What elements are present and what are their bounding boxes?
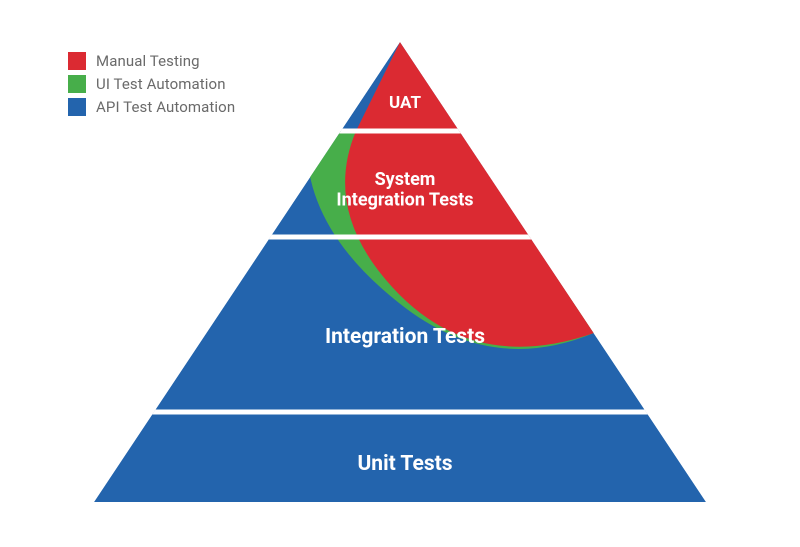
tier-label-uat: UAT bbox=[389, 93, 421, 113]
legend: Manual Testing UI Test Automation API Te… bbox=[68, 52, 235, 121]
legend-label: Manual Testing bbox=[96, 52, 200, 70]
testing-pyramid-diagram: UATSystemIntegration TestsIntegration Te… bbox=[0, 0, 800, 547]
tier-label-unit: Unit Tests bbox=[357, 452, 452, 476]
legend-swatch-icon bbox=[68, 52, 86, 70]
legend-item-ui-auto: UI Test Automation bbox=[68, 75, 235, 93]
legend-swatch-icon bbox=[68, 75, 86, 93]
tier-label-integration: Integration Tests bbox=[325, 325, 485, 349]
legend-label: API Test Automation bbox=[96, 98, 235, 116]
legend-swatch-icon bbox=[68, 98, 86, 116]
legend-item-api-auto: API Test Automation bbox=[68, 98, 235, 116]
legend-label: UI Test Automation bbox=[96, 75, 226, 93]
legend-item-manual: Manual Testing bbox=[68, 52, 235, 70]
